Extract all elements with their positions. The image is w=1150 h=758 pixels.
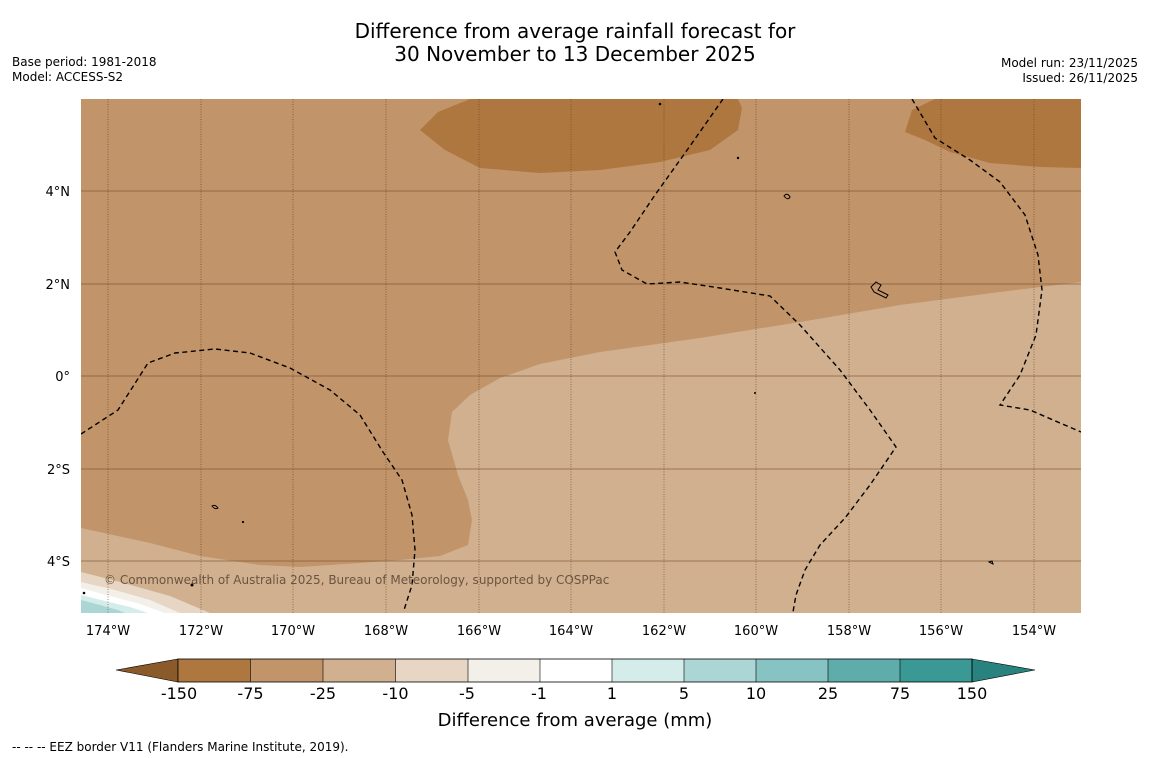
- island-outline: [987, 560, 994, 565]
- colorbar-title: Difference from average (mm): [438, 710, 713, 731]
- colorbar-bin: [756, 659, 828, 682]
- lon-label-168w: 168°W: [364, 624, 408, 639]
- island-dot: [658, 102, 662, 106]
- colorbar-bin: [828, 659, 900, 682]
- island-dot: [736, 156, 740, 160]
- lat-label-2n: 2°N: [46, 278, 71, 293]
- title-line-2: 30 November to 13 December 2025: [394, 42, 756, 66]
- lon-label-166w: 166°W: [457, 624, 501, 639]
- lat-label-4n: 4°N: [46, 185, 71, 200]
- lon-label-164w: 164°W: [549, 624, 593, 639]
- colorbar-label: -75: [237, 684, 263, 703]
- lon-label-154w: 154°W: [1012, 624, 1056, 639]
- colorbar-bin: [178, 659, 251, 682]
- colorbar-bin: [250, 659, 323, 682]
- eez-border-east: [911, 99, 1081, 433]
- colorbar-label: -5: [459, 684, 475, 703]
- colorbar-label: 5: [679, 684, 689, 703]
- island-outline: [783, 193, 791, 200]
- lat-label-0: 0°: [55, 370, 70, 385]
- lat-label-4s: 4°S: [47, 555, 70, 570]
- island-dot: [190, 583, 194, 587]
- lon-label-158w: 158°W: [827, 624, 871, 639]
- colorbar-bin: [684, 659, 756, 682]
- colorbar-label: 75: [890, 684, 910, 703]
- latitude-labels: 4°N 2°N 0° 2°S 4°S: [46, 185, 71, 570]
- model-name: Model: ACCESS-S2: [12, 70, 124, 84]
- lon-label-160w: 160°W: [734, 624, 778, 639]
- lon-label-174w: 174°W: [86, 624, 130, 639]
- colorbar-label: -150: [161, 684, 197, 703]
- region-minus25-to-minus10: [81, 282, 1081, 613]
- region-5-to-10: [81, 600, 125, 613]
- island-dot: [82, 591, 86, 595]
- eez-borders: [81, 99, 1081, 613]
- region-minus150-to-minus75-north: [420, 99, 742, 173]
- colorbar-bin: [900, 659, 972, 682]
- title-line-1: Difference from average rainfall forecas…: [354, 19, 796, 43]
- island-outline: [870, 281, 889, 299]
- island-dot: [241, 520, 245, 524]
- colorbar-label: -10: [382, 684, 408, 703]
- island-dot: [754, 392, 756, 394]
- colorbar-label: -1: [531, 684, 547, 703]
- colorbar-extend-min: [115, 658, 179, 683]
- eez-border-west: [81, 348, 416, 611]
- colorbar-label: 10: [746, 684, 766, 703]
- colorbar-label: 25: [818, 684, 838, 703]
- small-islands: [82, 102, 756, 595]
- eez-legend: -- -- -- EEZ border V11 (Flanders Marine…: [12, 740, 349, 754]
- base-period: Base period: 1981-2018: [12, 55, 157, 69]
- lat-label-2s: 2°S: [47, 463, 70, 478]
- lon-label-156w: 156°W: [919, 624, 963, 639]
- map-panel: © Commonwealth of Australia 2025, Bureau…: [81, 99, 1081, 613]
- colorbar-bin: [468, 659, 540, 682]
- longitude-labels: 174°W 172°W 170°W 168°W 166°W 164°W 162°…: [86, 624, 1056, 639]
- colorbar-bin: [323, 659, 396, 682]
- lon-label-170w: 170°W: [271, 624, 315, 639]
- island-outline: [211, 504, 219, 510]
- lon-label-172w: 172°W: [179, 624, 223, 639]
- colorbar-labels: -150 -75 -25 -10 -5 -1 1 5 10 25 75 150: [161, 684, 987, 703]
- region-minus150-to-minus75-northeast: [905, 99, 1081, 168]
- model-run: Model run: 23/11/2025: [1000, 56, 1138, 70]
- colorbar: -150 -75 -25 -10 -5 -1 1 5 10 25 75 150 …: [115, 658, 1036, 731]
- lon-label-162w: 162°W: [642, 624, 686, 639]
- map-title: Difference from average rainfall forecas…: [0, 20, 1150, 66]
- colorbar-label: -25: [310, 684, 336, 703]
- colorbar-bin: [612, 659, 684, 682]
- latitude-gridlines: [81, 190, 1081, 562]
- eez-border-central: [614, 99, 897, 613]
- issued-date: Issued: 26/11/2025: [1022, 71, 1138, 85]
- islands: [211, 193, 994, 565]
- meta-right: Model run: 23/11/2025 Issued: 26/11/2025: [1001, 56, 1138, 86]
- colorbar-bin: [395, 659, 468, 682]
- colorbar-bin: [540, 659, 612, 682]
- meta-left: Base period: 1981-2018 Model: ACCESS-S2: [12, 55, 157, 85]
- colorbar-extend-max: [971, 658, 1036, 683]
- colorbar-label: 1: [607, 684, 617, 703]
- copyright-text: © Commonwealth of Australia 2025, Bureau…: [104, 573, 609, 587]
- colorbar-label: 150: [957, 684, 988, 703]
- longitude-gridlines: [107, 99, 1035, 613]
